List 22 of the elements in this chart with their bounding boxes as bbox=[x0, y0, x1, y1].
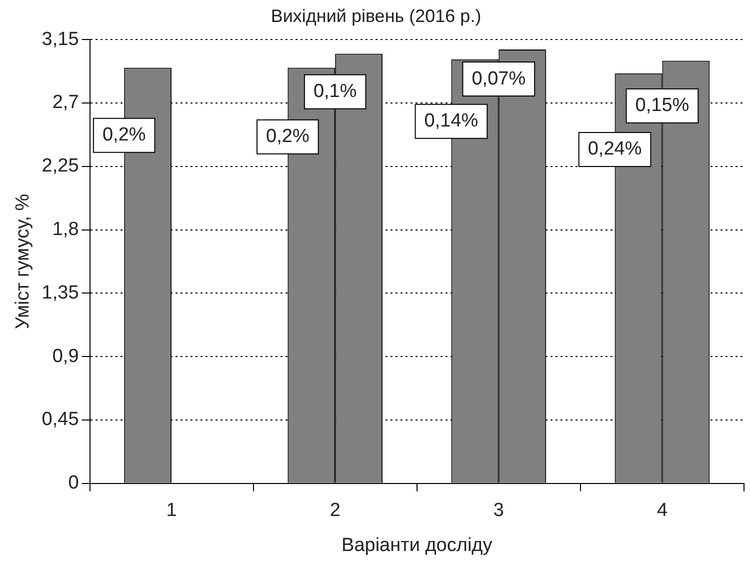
annotation: 0,2% bbox=[102, 124, 146, 146]
x-axis-title: Варіанти досліду bbox=[342, 534, 493, 556]
y-tick-label: 2,7 bbox=[52, 92, 79, 114]
x-tick-label: 3 bbox=[493, 500, 504, 522]
y-tick-label: 1,8 bbox=[52, 219, 79, 240]
y-tick-label: 0,9 bbox=[52, 346, 79, 367]
annotation: 0,07% bbox=[472, 68, 526, 90]
x-tick-label: 2 bbox=[330, 500, 340, 522]
annotation: 0,14% bbox=[424, 110, 478, 132]
annotation: 0,24% bbox=[588, 138, 642, 160]
annotation: 0,2% bbox=[266, 126, 310, 148]
y-tick-label: 2,25 bbox=[42, 156, 79, 177]
annotation: 0,15% bbox=[635, 95, 690, 116]
annotation: 0,1% bbox=[313, 80, 357, 102]
x-tick-label: 1 bbox=[166, 500, 177, 522]
y-tick-label: 0 bbox=[68, 472, 79, 494]
y-tick-label: 0,45 bbox=[42, 409, 79, 430]
y-tick-label: 1,35 bbox=[42, 282, 79, 304]
y-tick-label: 3,15 bbox=[42, 28, 79, 50]
chart-title: Вихідний рівень (2016 р.) bbox=[270, 6, 482, 26]
x-tick-label: 4 bbox=[656, 500, 668, 522]
y-axis-title: Уміст гумусу, % bbox=[12, 194, 34, 330]
